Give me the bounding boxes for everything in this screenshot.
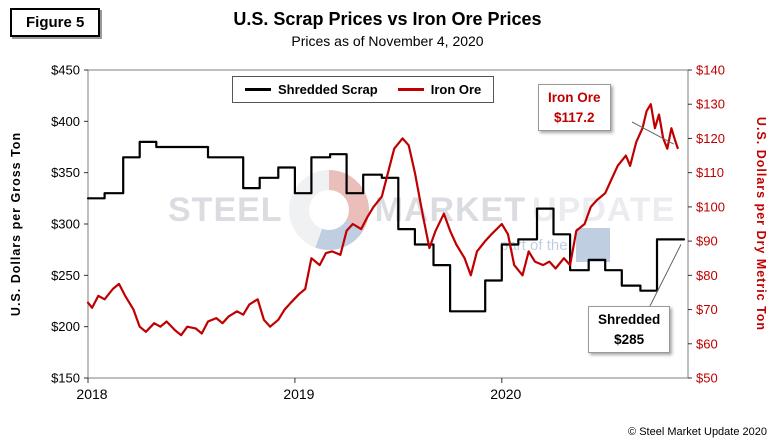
y-right-tick-label: $70 — [696, 302, 718, 317]
figure-badge: Figure 5 — [10, 8, 101, 37]
y-right-tick-label: $100 — [696, 199, 725, 214]
shredded-callout-line — [649, 244, 682, 307]
annotation-shredded-value: $285 — [614, 331, 645, 347]
legend-label-shredded-scrap: Shredded Scrap — [278, 82, 378, 97]
series-line-shredded-scrap — [86, 140, 686, 313]
y-left-tick-label: $400 — [51, 114, 80, 129]
y-left-tick-label: $350 — [51, 165, 80, 180]
smu-logo-icon — [288, 170, 369, 250]
iron-ore-callout-line — [631, 121, 674, 145]
shredded-scrap-line-swatch — [245, 88, 271, 91]
y-right-tick-label: $120 — [696, 131, 725, 146]
legend-item-shredded-scrap: Shredded Scrap — [245, 82, 378, 97]
watermark-market-text: MARKET — [374, 190, 527, 229]
watermark-update-text: UPDATE — [532, 190, 676, 229]
chart-legend: Shredded Scrap Iron Ore — [232, 76, 495, 103]
y-left-tick-label: $150 — [51, 371, 80, 386]
x-tick-label: 2018 — [76, 386, 107, 402]
y-right-tick-label: $50 — [696, 371, 718, 386]
smu-watermark: STEEL MARKET UPDATE part of the — [168, 170, 676, 262]
y-right-tick-label: $60 — [696, 336, 718, 351]
legend-label-iron-ore: Iron Ore — [430, 82, 482, 97]
chart-title: U.S. Scrap Prices vs Iron Ore Prices — [233, 9, 542, 29]
annotation-iron-ore: Iron Ore $117.2 — [538, 84, 611, 132]
y-right-tick-label: $130 — [696, 97, 725, 112]
x-tick-label: 2020 — [490, 386, 521, 402]
annotation-iron-ore-value: $117.2 — [553, 109, 595, 125]
y-right-tick-label: $140 — [696, 63, 725, 78]
chart-subtitle: Prices as of November 4, 2020 — [291, 33, 484, 49]
y-left-axis-title: U.S. Dollars per Gross Ton — [9, 132, 23, 316]
annotation-iron-ore-name: Iron Ore — [548, 90, 601, 105]
watermark-tagline-text: part of the — [500, 236, 568, 254]
y-right-tick-label: $90 — [696, 234, 718, 249]
legend-item-iron-ore: Iron Ore — [397, 82, 482, 97]
copyright-note: © Steel Market Update 2020 — [628, 426, 767, 438]
y-right-axis-title: U.S. Dollars per Dry Metric Ton — [754, 117, 768, 331]
y-left-tick-label: $300 — [51, 217, 80, 232]
watermark-tagline: part of the — [500, 228, 610, 262]
y-right-tick-label: $110 — [696, 165, 724, 180]
y-left-tick-label: $200 — [51, 319, 80, 334]
annotation-shredded-name: Shredded — [598, 312, 661, 327]
y-right-tick-label: $80 — [696, 268, 718, 283]
y-left-tick-label: $250 — [51, 268, 80, 283]
series-line-iron-ore — [86, 103, 679, 337]
y-left-tick-label: $450 — [51, 63, 80, 78]
watermark-steel-text: STEEL — [168, 190, 283, 229]
annotation-shredded: Shredded $285 — [588, 306, 671, 354]
group-logo-block — [575, 228, 610, 262]
x-tick-label: 2019 — [283, 386, 314, 402]
iron-ore-line-swatch — [397, 88, 424, 91]
